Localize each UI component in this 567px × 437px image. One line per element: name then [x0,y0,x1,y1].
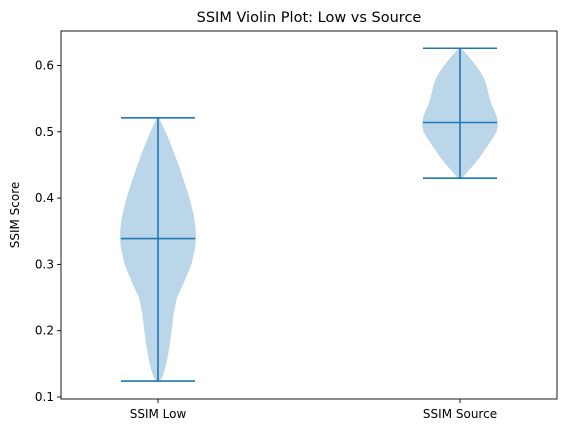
y-tick-label: 0.2 [35,324,54,338]
x-tick-label: SSIM Low [130,407,187,421]
y-axis-label: SSIM Score [8,182,22,249]
y-tick-label: 0.5 [35,125,54,139]
y-tick-label: 0.6 [35,58,54,72]
y-tick-label: 0.4 [35,191,54,205]
axes-frame [60,30,558,400]
ticks-layer: 0.1 0.2 0.3 0.4 0.5 0.6 SSIM Low SSIM Source [35,58,497,421]
chart-title: SSIM Violin Plot: Low vs Source [197,10,422,26]
y-tick-label: 0.1 [35,390,54,404]
violins-layer [120,47,498,382]
x-tick-label: SSIM Source [423,407,497,421]
y-tick-label: 0.3 [35,257,54,271]
